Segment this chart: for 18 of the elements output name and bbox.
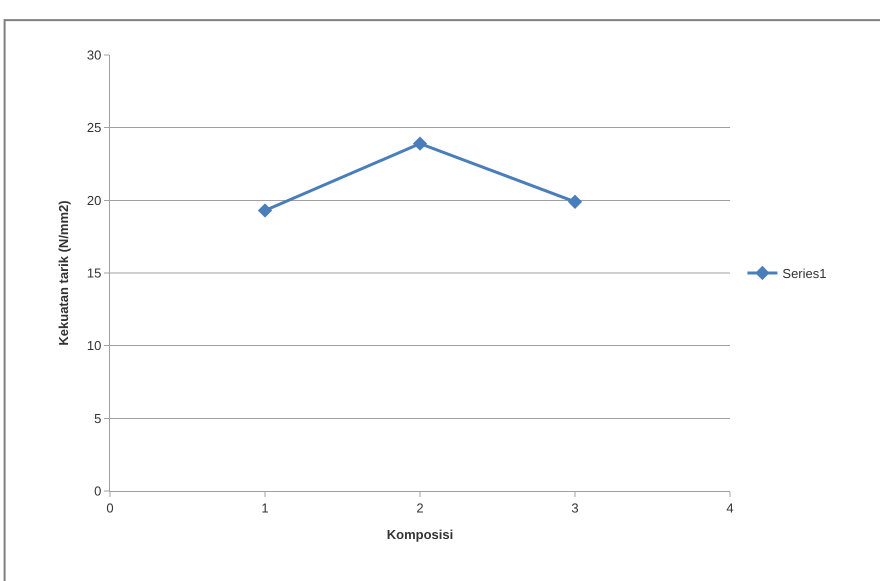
legend-label: Series1 — [782, 266, 826, 282]
point — [412, 136, 428, 151]
y-tick-label: 30 — [86, 48, 102, 63]
x-tick-label: 2 — [416, 500, 424, 516]
x-axis-title: Komposisi — [386, 527, 454, 542]
y-tick-label: 20 — [86, 192, 102, 208]
x-tick-label: 1 — [261, 500, 269, 516]
x-tick-label: 0 — [106, 500, 114, 516]
y-tick-label: 5 — [94, 410, 102, 426]
y-tick-label: 0 — [94, 484, 102, 499]
point — [258, 203, 272, 218]
point — [568, 194, 582, 209]
x-tick-label: 4 — [726, 500, 734, 516]
y-axis-title: Kekuatan tarik (N/mm2) — [56, 200, 71, 346]
y-tick-label: 15 — [86, 266, 102, 281]
y-tick-label: 25 — [86, 120, 102, 136]
y-tick-label: 10 — [86, 338, 102, 354]
x-tick-label: 3 — [571, 500, 579, 516]
